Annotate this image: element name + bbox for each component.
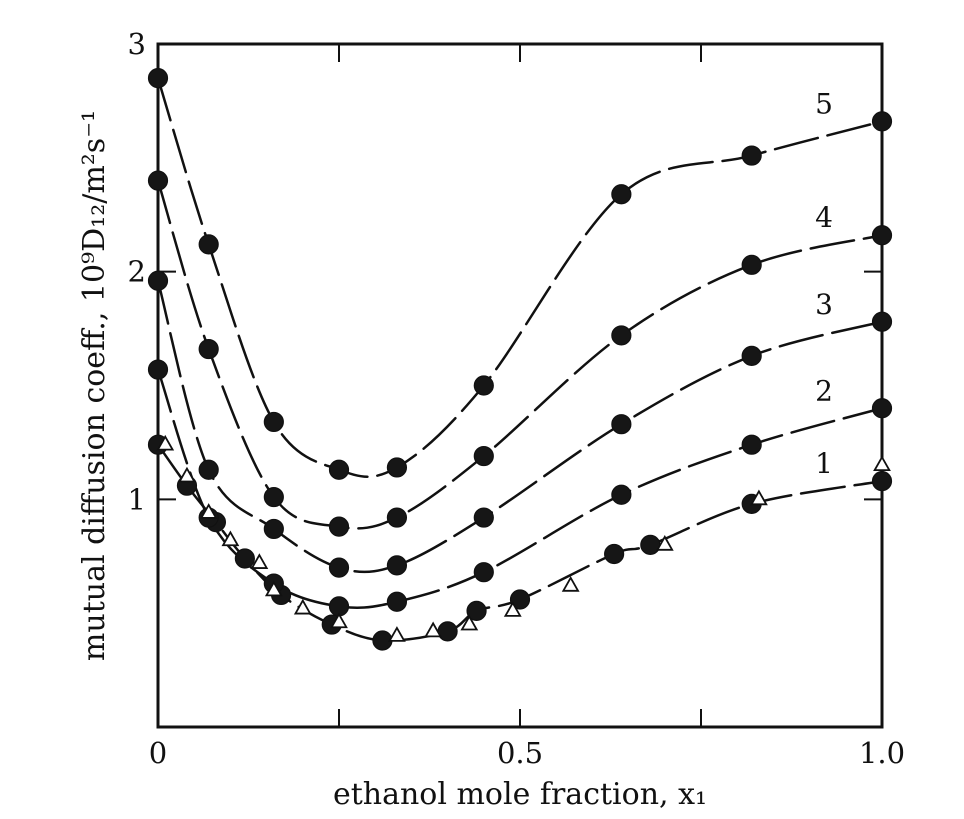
triangle-point-13 bbox=[655, 535, 674, 551]
series-5-point-2 bbox=[263, 411, 284, 433]
triangle-point-3 bbox=[221, 530, 240, 547]
series-5-point-1 bbox=[198, 234, 219, 255]
plot-area bbox=[156, 42, 884, 729]
triangle-point-4 bbox=[250, 553, 269, 569]
triangle-point-0 bbox=[156, 434, 175, 451]
series-1-point-9 bbox=[509, 589, 531, 610]
series-3-point-4 bbox=[386, 555, 408, 576]
series-2-point-8 bbox=[871, 398, 893, 419]
series-4-point-1 bbox=[198, 338, 219, 360]
series-labels: 1 2 3 4 5 bbox=[815, 87, 833, 480]
series-3-point-6 bbox=[611, 414, 632, 435]
series-label-1: 1 bbox=[815, 447, 833, 480]
series-1-curve bbox=[156, 443, 884, 642]
series-5-point-6 bbox=[611, 184, 632, 205]
series-5-point-5 bbox=[473, 375, 494, 396]
series-3-point-1 bbox=[198, 459, 219, 480]
y-tick-label-2: 3 bbox=[128, 27, 146, 61]
triangle-point-6 bbox=[293, 598, 312, 615]
series-3-point-7 bbox=[741, 345, 762, 367]
series-3-point-8 bbox=[871, 311, 893, 332]
triangle-point-14 bbox=[750, 489, 768, 506]
series-2-point-6 bbox=[611, 484, 632, 505]
series-2-point-5 bbox=[473, 562, 494, 583]
triangle-point-11 bbox=[503, 601, 522, 617]
series-4-point-5 bbox=[473, 445, 494, 467]
tick-labels: 0 0.5 1.0 1 2 3 bbox=[128, 27, 906, 770]
series-5-curve bbox=[156, 76, 884, 478]
series-4-point-2 bbox=[263, 486, 284, 508]
triangle-point-2 bbox=[199, 503, 218, 519]
series-4-point-0 bbox=[147, 170, 169, 191]
series-4-point-6 bbox=[611, 325, 632, 346]
series-markers bbox=[147, 68, 893, 651]
triangle-point-10 bbox=[460, 614, 479, 631]
plot-frame bbox=[156, 42, 884, 729]
series-curves bbox=[156, 76, 884, 642]
series-1-point-13 bbox=[871, 471, 893, 492]
series-1-point-10 bbox=[604, 543, 625, 565]
series-3-point-0 bbox=[147, 270, 169, 291]
series-label-5: 5 bbox=[815, 87, 833, 120]
triangle-point-7 bbox=[330, 612, 348, 629]
y-tick-label-1: 2 bbox=[128, 255, 146, 289]
axis-ticks bbox=[158, 44, 882, 727]
triangle-point-1 bbox=[178, 466, 196, 483]
series-5-point-4 bbox=[386, 457, 408, 478]
series-2-point-7 bbox=[741, 434, 762, 455]
triangle-point-15 bbox=[873, 455, 891, 472]
x-axis-title: ethanol mole fraction, x₁ bbox=[333, 777, 707, 812]
series-label-3: 3 bbox=[815, 288, 833, 321]
series-4-point-4 bbox=[386, 507, 408, 528]
series-1-point-11 bbox=[640, 534, 661, 555]
series-3-point-5 bbox=[473, 507, 494, 528]
x-tick-label-1: 0.5 bbox=[497, 736, 543, 770]
series-2-point-0 bbox=[147, 359, 169, 380]
y-axis-title: mutual diffusion coeff., 10⁹D₁₂/m²s⁻¹ bbox=[77, 110, 112, 661]
series-2-point-4 bbox=[386, 591, 408, 612]
series-3-point-3 bbox=[328, 557, 350, 578]
series-3-point-2 bbox=[263, 518, 284, 540]
series-5-point-3 bbox=[328, 459, 350, 480]
series-label-2: 2 bbox=[815, 374, 833, 407]
series-4-point-8 bbox=[871, 225, 893, 246]
series-5-point-7 bbox=[741, 145, 762, 166]
x-tick-label-2: 1.0 bbox=[859, 736, 905, 770]
series-1-point-8 bbox=[466, 600, 487, 621]
series-4-curve bbox=[156, 179, 884, 530]
triangle-point-8 bbox=[388, 626, 406, 642]
series-5-point-8 bbox=[871, 111, 893, 132]
triangle-point-5 bbox=[264, 580, 283, 597]
series-4-point-3 bbox=[328, 516, 350, 537]
series-1-point-7 bbox=[437, 621, 458, 642]
x-tick-label-0: 0 bbox=[149, 736, 167, 770]
y-tick-label-0: 1 bbox=[128, 482, 146, 516]
series-4-point-7 bbox=[741, 254, 762, 275]
series-1-point-3 bbox=[234, 548, 255, 569]
series-5-point-0 bbox=[147, 68, 169, 89]
triangle-point-12 bbox=[561, 576, 580, 592]
triangle-point-9 bbox=[424, 621, 443, 638]
series-label-4: 4 bbox=[815, 201, 833, 234]
